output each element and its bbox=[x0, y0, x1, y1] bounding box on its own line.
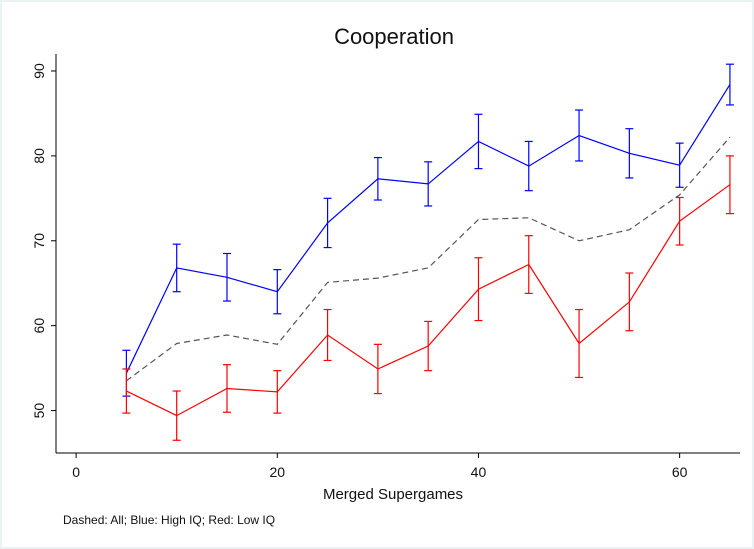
y-tick-label: 90 bbox=[31, 63, 47, 79]
x-tick-label: 20 bbox=[270, 464, 286, 480]
y-ticks: 50 60 70 80 90 bbox=[31, 63, 56, 418]
x-tick-label: 40 bbox=[471, 464, 487, 480]
chart-note: Dashed: All; Blue: High IQ; Red: Low IQ bbox=[63, 513, 275, 527]
series-all bbox=[126, 136, 731, 382]
x-axis-label: Merged Supergames bbox=[323, 486, 463, 503]
x-tick-label: 0 bbox=[72, 464, 80, 480]
y-tick-label: 70 bbox=[31, 233, 47, 249]
series-low_iq bbox=[122, 155, 734, 441]
chart-title: Cooperation bbox=[334, 24, 454, 49]
series-line-low_iq bbox=[126, 184, 731, 417]
series-line-all bbox=[126, 136, 731, 382]
y-tick-label: 50 bbox=[31, 403, 47, 419]
x-ticks: 0 20 40 60 bbox=[72, 453, 688, 480]
series-layer bbox=[122, 63, 734, 441]
y-tick-label: 80 bbox=[31, 148, 47, 164]
y-tick-label: 60 bbox=[31, 318, 47, 334]
error-bar-high_iq bbox=[725, 63, 734, 106]
series-line-high_iq bbox=[125, 84, 731, 374]
error-bar-low_iq bbox=[725, 155, 734, 215]
x-tick-label: 60 bbox=[672, 464, 688, 480]
